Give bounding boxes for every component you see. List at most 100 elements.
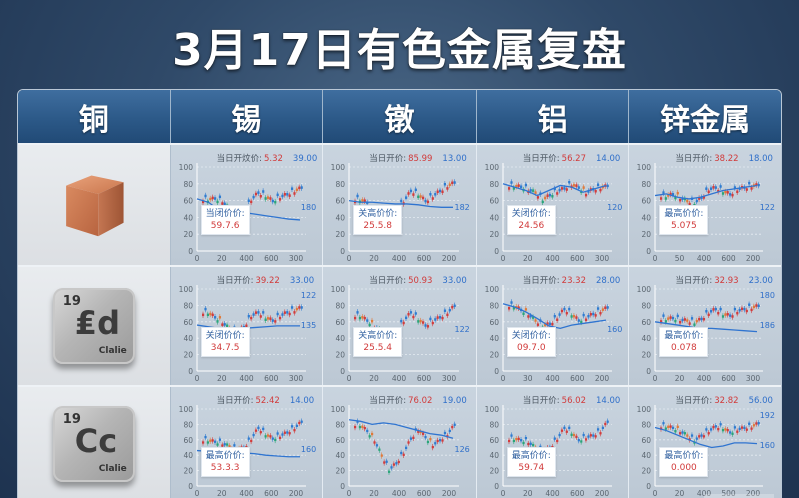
svg-text:20: 20 xyxy=(675,374,685,383)
open-price-label: 当日开价: xyxy=(216,396,254,406)
callout-value: 5.075 xyxy=(671,221,697,231)
svg-text:20: 20 xyxy=(642,351,652,360)
callout-label: 关高价价: xyxy=(358,331,398,341)
svg-text:80: 80 xyxy=(336,420,346,429)
svg-text:200: 200 xyxy=(442,254,457,263)
svg-text:0: 0 xyxy=(653,254,658,263)
svg-text:600: 600 xyxy=(417,254,432,263)
svg-text:200: 200 xyxy=(746,254,761,263)
element-name: Clalie xyxy=(98,346,127,356)
open-price-value: 38.22 xyxy=(714,154,739,164)
svg-text:80: 80 xyxy=(183,420,193,429)
chart-cell-tin: 0 20 40 60 80 100 0 20 400 600 200 当日开价: 52.42 14.00 最… xyxy=(170,387,324,498)
svg-text:80: 80 xyxy=(183,301,193,310)
svg-text:0: 0 xyxy=(500,489,505,498)
column-header-metal-3: 镦 xyxy=(323,90,477,143)
blue-price-value: 14.00 xyxy=(596,396,621,406)
series-end-label: 122 xyxy=(454,325,470,334)
svg-text:20: 20 xyxy=(217,254,227,263)
svg-text:40: 40 xyxy=(642,213,652,222)
open-price-header: 当日开价: 38.22 18.00 xyxy=(675,152,773,164)
element-symbol: ₤d xyxy=(74,304,120,342)
callout-label: 最高价价: xyxy=(205,451,245,461)
open-price-label: 当日开价: xyxy=(522,276,560,286)
callout-value: 25.5.4 xyxy=(363,343,393,353)
svg-text:60: 60 xyxy=(489,318,499,327)
blue-price-value: 19.00 xyxy=(442,396,467,406)
table-row: 19 ₤d Clalie 0 20 40 60 80 100 0 20 400 600 300 当日开… xyxy=(18,265,781,385)
svg-text:100: 100 xyxy=(484,405,499,414)
svg-text:60: 60 xyxy=(183,197,193,206)
svg-text:300: 300 xyxy=(288,374,303,383)
metal-image-cell xyxy=(18,145,171,265)
chart-cell-zinc: 0 20 40 60 80 100 0 20 400 500 200 当日开价: 32.82 56.00 最… xyxy=(629,387,781,498)
svg-text:20: 20 xyxy=(369,254,379,263)
metals-table: 铜 锡 镦 铝 锌金属 0 20 40 60 80 100 0 20 400 600 300 当日开炆… xyxy=(17,89,782,498)
metal-image-cell: 19 ₤d Clalie xyxy=(18,267,171,385)
svg-text:80: 80 xyxy=(336,180,346,189)
svg-text:400: 400 xyxy=(239,254,254,263)
open-price-header: 当日开价: 32.93 23.00 xyxy=(675,274,773,286)
svg-text:0: 0 xyxy=(194,254,199,263)
svg-text:40: 40 xyxy=(489,334,499,343)
open-price-value: 23.32 xyxy=(561,276,586,286)
candlestick-chart: 0 20 40 60 80 100 0 20 400 600 300 xyxy=(331,285,460,383)
chart-cell-aluminum: 0 20 40 60 80 100 0 20 400 600 200 当日开价: 56.02 14.00 最… xyxy=(476,387,630,498)
svg-text:0: 0 xyxy=(494,367,499,376)
svg-text:600: 600 xyxy=(264,374,279,383)
svg-text:100: 100 xyxy=(178,163,193,172)
svg-text:400: 400 xyxy=(392,489,407,498)
candlestick-chart: 0 20 40 60 80 100 0 20 400 600 300 xyxy=(484,163,612,263)
candlestick-chart: 0 20 40 60 80 100 0 30 400 600 200 xyxy=(484,285,612,383)
open-price-label: 当日开价: xyxy=(522,154,560,164)
svg-text:20: 20 xyxy=(183,230,193,239)
open-price-header: 当日开价: 39.22 33.00 xyxy=(217,274,315,286)
svg-text:0: 0 xyxy=(347,254,352,263)
svg-text:20: 20 xyxy=(489,467,499,476)
svg-text:80: 80 xyxy=(489,301,499,310)
series-end-label-secondary: 186 xyxy=(759,321,775,330)
svg-text:0: 0 xyxy=(188,247,193,256)
callout-label: 最高价价: xyxy=(511,451,551,461)
svg-text:600: 600 xyxy=(722,254,737,263)
open-price-value: 32.82 xyxy=(714,396,739,406)
price-callout: 最高价价: 0.078 xyxy=(659,327,709,357)
chart-cell-metal-3: 0 20 40 60 80 100 0 20 400 600 200 当日开价: 85.99 13.00 关… xyxy=(323,145,477,265)
series-end-label: 120 xyxy=(607,203,623,212)
svg-text:400: 400 xyxy=(545,489,560,498)
svg-text:300: 300 xyxy=(595,254,610,263)
svg-text:100: 100 xyxy=(331,163,346,172)
svg-text:500: 500 xyxy=(722,489,737,498)
price-callout: 最高价价: 0.000 xyxy=(659,447,709,477)
blue-price-value: 13.00 xyxy=(442,154,467,164)
svg-text:400: 400 xyxy=(392,374,407,383)
open-price-label: 当日开炆价: xyxy=(216,154,262,164)
column-header-copper: 铜 xyxy=(18,90,171,143)
svg-text:80: 80 xyxy=(336,301,346,310)
callout-value: 0.078 xyxy=(671,343,697,353)
svg-text:60: 60 xyxy=(183,436,193,445)
open-price-label: 当日开价: xyxy=(216,276,254,286)
svg-text:80: 80 xyxy=(183,180,193,189)
svg-text:600: 600 xyxy=(264,254,279,263)
svg-text:80: 80 xyxy=(489,180,499,189)
series-end-label: 180 xyxy=(300,203,317,212)
blue-price-value: 14.00 xyxy=(289,396,315,406)
svg-text:0: 0 xyxy=(494,482,499,491)
svg-text:600: 600 xyxy=(570,254,585,263)
svg-text:20: 20 xyxy=(369,374,379,383)
price-callout: 当闭价价: 59.7.6 xyxy=(200,205,250,235)
svg-text:0: 0 xyxy=(194,489,199,498)
svg-text:40: 40 xyxy=(183,334,193,343)
svg-text:200: 200 xyxy=(595,489,610,498)
series-end-label: 182 xyxy=(454,203,470,212)
open-price-label: 当日开价: xyxy=(522,396,560,406)
callout-label: 关闭价价: xyxy=(511,331,551,341)
svg-text:100: 100 xyxy=(484,285,499,294)
svg-text:20: 20 xyxy=(675,489,685,498)
svg-text:20: 20 xyxy=(489,230,499,239)
open-price-header: 当日开价: 76.02 19.00 xyxy=(369,394,467,406)
callout-value: 59.7.6 xyxy=(210,221,240,231)
svg-text:400: 400 xyxy=(697,254,712,263)
svg-text:200: 200 xyxy=(746,489,761,498)
